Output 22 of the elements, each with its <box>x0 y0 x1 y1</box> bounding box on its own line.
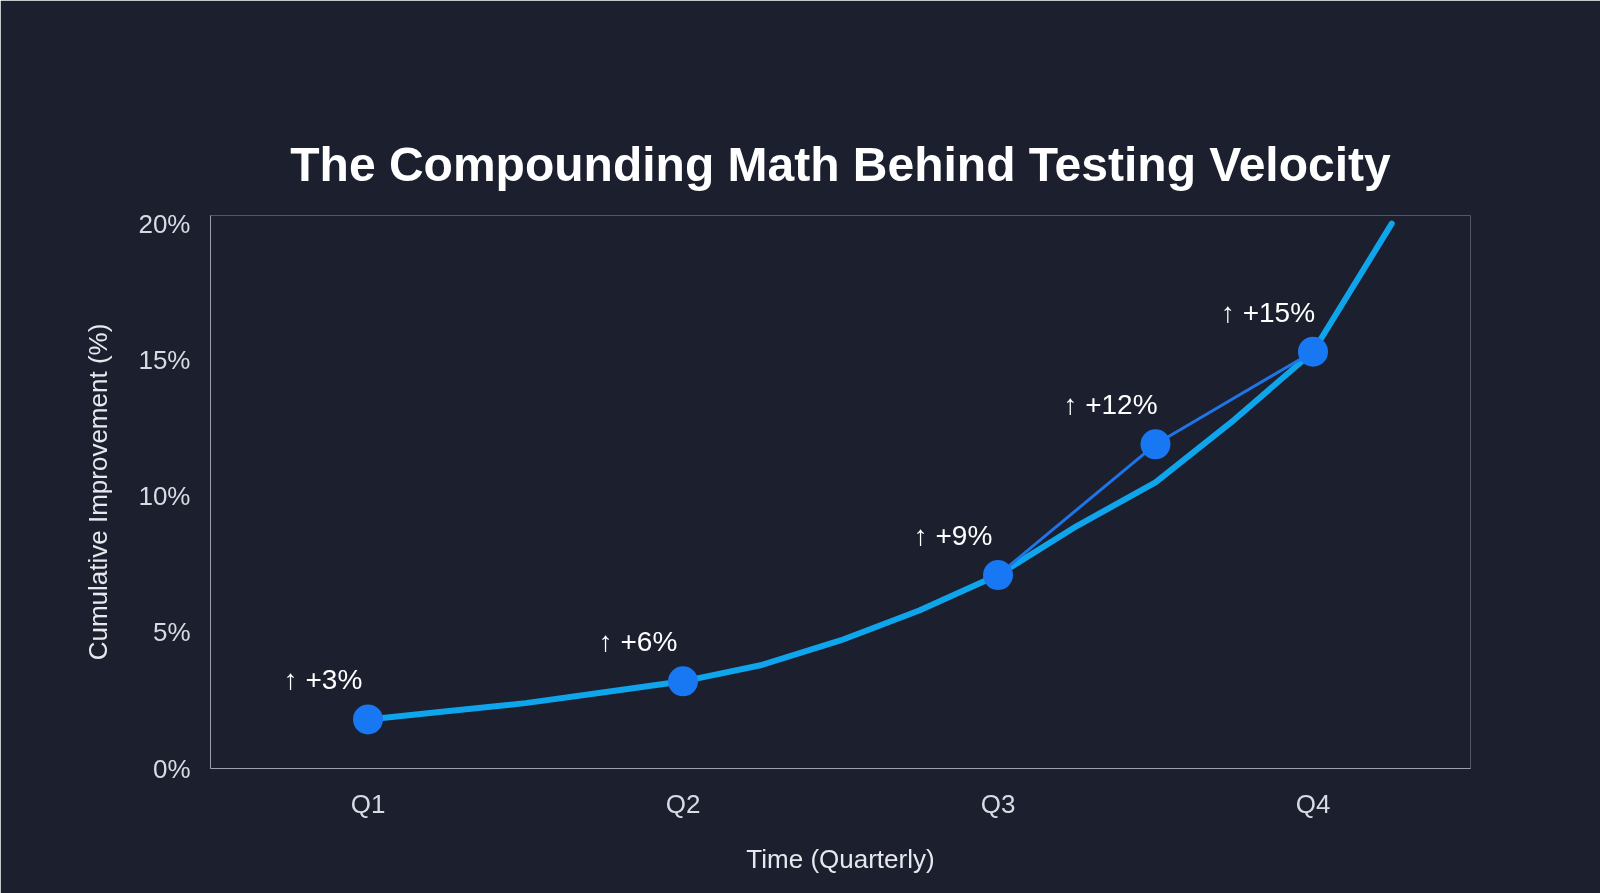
x-axis-title: Time (Quarterly) <box>746 843 935 874</box>
point <box>668 666 698 697</box>
y-tick-label: 10% <box>138 481 191 512</box>
point <box>983 560 1013 591</box>
annotation: ↑ +6% <box>598 626 678 658</box>
point <box>1140 429 1171 460</box>
x-tick-label: Q1 <box>350 788 386 819</box>
y-tick-label: 0% <box>152 753 191 784</box>
y-tick-label: 15% <box>138 344 191 375</box>
y-tick-label: 5% <box>152 617 191 648</box>
annotation: ↑ +15% <box>1220 296 1316 328</box>
point <box>353 704 383 735</box>
annotation: ↑ +3% <box>283 664 363 696</box>
x-tick-label: Q4 <box>1295 788 1331 819</box>
y-tick-label: 20% <box>138 208 191 239</box>
chart-title: The Compounding Math Behind Testing Velocity <box>290 137 1392 191</box>
x-tick-label: Q3 <box>980 788 1016 819</box>
annotation: ↑ +12% <box>1063 389 1158 421</box>
point <box>1298 336 1328 367</box>
annotation: ↑ +9% <box>913 520 993 552</box>
y-axis-title: Cumulative Improvement (%) <box>83 323 114 661</box>
x-tick-label: Q2 <box>665 788 701 819</box>
